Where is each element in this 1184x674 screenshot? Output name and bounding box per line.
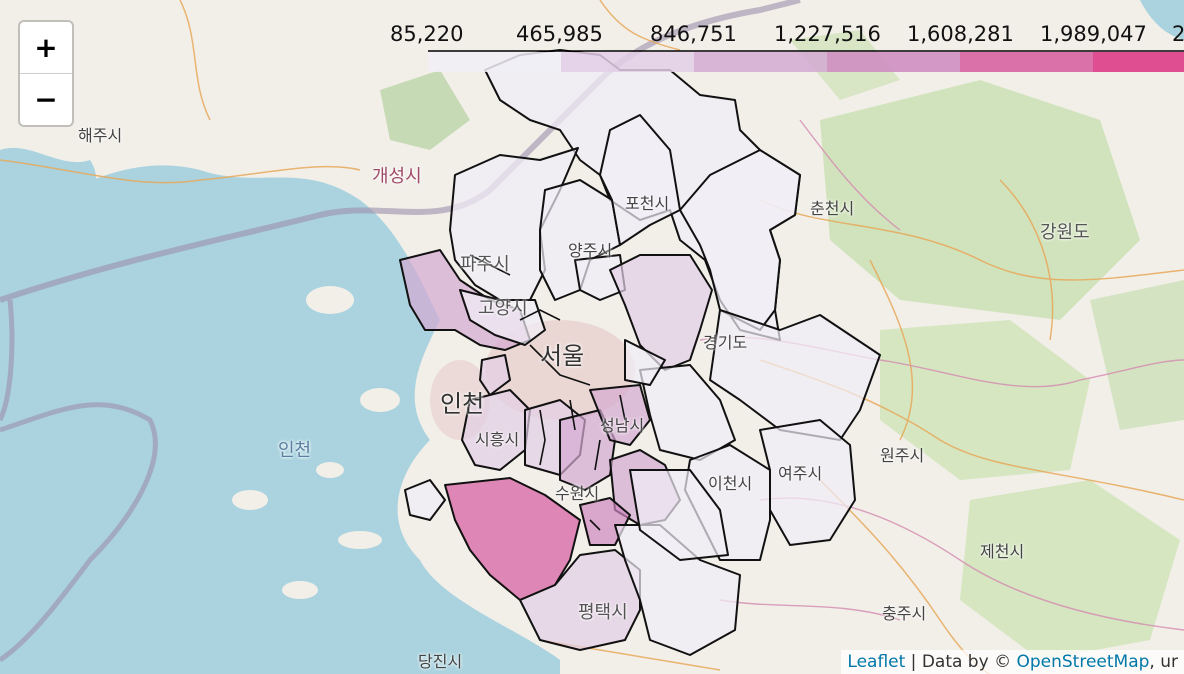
legend-tick: 1,989,047	[1040, 22, 1147, 46]
place-label-chungju: 충주시	[882, 604, 927, 623]
place-label-gangwon: 강원도	[1040, 222, 1090, 243]
place-label-goyang: 고양시	[478, 298, 528, 319]
leaflet-link[interactable]: Leaflet	[847, 652, 906, 672]
forest-patch	[820, 80, 1140, 320]
color-legend: 85,220 465,985 846,751 1,227,516 1,608,2…	[380, 20, 1184, 74]
place-label-icheon: 이천시	[708, 474, 753, 493]
region-ganghwa[interactable]	[404, 479, 446, 521]
legend-tick: 1,608,281	[907, 22, 1014, 46]
island	[232, 490, 268, 510]
legend-swatch	[1093, 52, 1184, 72]
zoom-control: + −	[18, 20, 74, 127]
place-label-kaesong: 개성시	[372, 166, 422, 187]
legend-tick: 1,227,516	[774, 22, 881, 46]
place-label-siheung: 시흥시	[475, 430, 520, 449]
region-yangpyeong[interactable]	[709, 309, 881, 441]
forest-patch	[960, 480, 1180, 660]
place-label-gyeonggi: 경기도	[703, 333, 748, 352]
sea-boundary	[0, 299, 15, 422]
legend-tick: 2	[1172, 22, 1184, 46]
region-hanam[interactable]	[624, 339, 666, 386]
place-label-yangju: 양주시	[568, 241, 613, 260]
legend-bar	[428, 50, 1184, 72]
place-label-chuncheon: 춘천시	[810, 199, 855, 218]
place-label-incheon-city: 인천	[440, 390, 485, 418]
island	[306, 286, 354, 314]
region-siheung[interactable]	[461, 389, 531, 471]
region-gapyeong[interactable]	[679, 149, 801, 331]
region-yeoju[interactable]	[759, 419, 856, 546]
place-label-haeju: 해주시	[78, 126, 123, 145]
forest-patch	[380, 70, 470, 150]
forest-patch	[880, 320, 1090, 480]
zoom-out-button[interactable]: −	[34, 83, 58, 116]
legend-tick: 465,985	[516, 22, 603, 46]
region-bucheon[interactable]	[479, 354, 511, 396]
place-label-yeoju: 여주시	[778, 464, 823, 483]
legend-tick: 846,751	[650, 22, 737, 46]
place-label-pyeongtaek: 평택시	[578, 602, 628, 623]
island	[282, 581, 318, 599]
map-attribution: Leaflet | Data by © OpenStreetMap, ur	[841, 650, 1184, 674]
legend-swatch	[827, 52, 960, 72]
place-label-pocheon: 포천시	[625, 194, 670, 213]
place-label-paju: 파주시	[460, 254, 510, 275]
legend-swatch	[694, 52, 827, 72]
attribution-tail: , ur	[1149, 652, 1178, 672]
attribution-text: | Data by ©	[905, 652, 1017, 672]
legend-swatch	[428, 52, 561, 72]
district-lines	[469, 254, 626, 531]
sea-boundary	[0, 402, 158, 663]
place-label-suwon: 수원시	[555, 484, 600, 503]
place-label-jecheon: 제천시	[980, 542, 1025, 561]
region-namyangju[interactable]	[609, 254, 713, 371]
sea-east	[1140, 0, 1184, 40]
place-label-dangjin: 당진시	[418, 652, 463, 671]
region-seongnam[interactable]	[589, 384, 651, 446]
zoom-in-button[interactable]: +	[20, 22, 72, 74]
osm-link[interactable]: OpenStreetMap	[1016, 652, 1150, 672]
place-label-seongnam: 성남시	[600, 416, 645, 435]
island	[360, 388, 400, 412]
choropleth-layer	[399, 49, 881, 656]
region-gimpo[interactable]	[459, 289, 546, 346]
island	[316, 462, 344, 478]
legend-swatch	[960, 52, 1093, 72]
legend-swatch	[561, 52, 694, 72]
region-misc-south[interactable]	[629, 469, 729, 561]
legend-ticks: 85,220 465,985 846,751 1,227,516 1,608,2…	[380, 22, 1184, 48]
region-pocheon[interactable]	[599, 114, 681, 246]
place-label-incheon-sea: 인천	[278, 440, 312, 461]
forest-patch	[1090, 280, 1184, 430]
legend-tick: 85,220	[390, 22, 464, 46]
island	[338, 531, 382, 549]
place-label-wonju: 원주시	[880, 446, 925, 465]
place-label-seoul: 서울	[540, 342, 585, 370]
region-uijeongbu[interactable]	[574, 254, 626, 301]
